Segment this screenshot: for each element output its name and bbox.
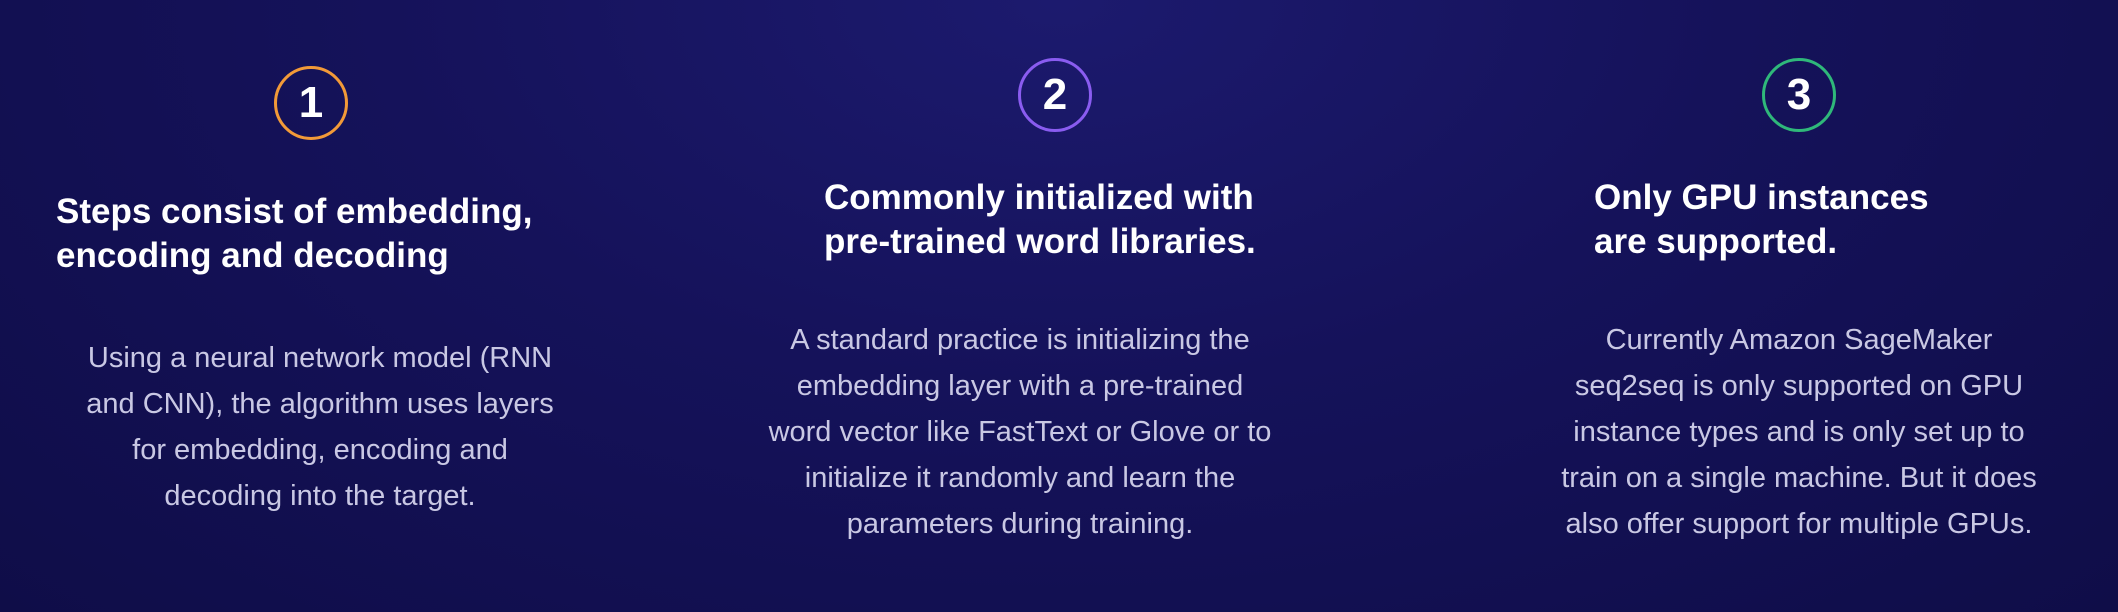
step-number-badge: 1 — [274, 66, 348, 140]
description-line: and CNN), the algorithm uses layers — [86, 388, 554, 420]
feature-column-1: 1 Steps consist of embedding, encoding a… — [0, 0, 640, 612]
heading-line: are supported. — [1594, 222, 1838, 261]
heading-line: Only GPU instances — [1594, 178, 1929, 217]
feature-heading: Only GPU instances are supported. — [1594, 176, 1929, 264]
step-number: 2 — [1042, 70, 1068, 119]
heading-line: pre-trained word libraries. — [824, 222, 1256, 261]
feature-description: Using a neural network model (RNN and CN… — [0, 335, 640, 519]
feature-column-2: 2 Commonly initialized with pre-trained … — [740, 0, 1380, 612]
description-line: word vector like FastText or Glove or to — [768, 416, 1272, 448]
step-number-badge: 3 — [1762, 58, 1836, 132]
feature-column-3: 3 Only GPU instances are supported. Curr… — [1480, 0, 2118, 612]
description-line: embedding layer with a pre-trained — [796, 370, 1244, 402]
description-line: also offer support for multiple GPUs. — [1565, 508, 2033, 540]
description-line: initialize it randomly and learn the — [804, 462, 1236, 494]
heading-line: Steps consist of embedding, — [56, 192, 533, 231]
description-line: train on a single machine. But it does — [1561, 462, 2037, 494]
description-line: instance types and is only set up to — [1573, 416, 2025, 448]
heading-line: encoding and decoding — [56, 236, 449, 275]
step-number-badge: 2 — [1018, 58, 1092, 132]
feature-heading: Commonly initialized with pre-trained wo… — [824, 176, 1256, 264]
description-line: seq2seq is only supported on GPU — [1574, 370, 2024, 402]
feature-heading: Steps consist of embedding, encoding and… — [56, 190, 532, 278]
description-line: for embedding, encoding and — [132, 434, 508, 466]
feature-description: A standard practice is initializing the … — [740, 317, 1300, 547]
description-line: A standard practice is initializing the — [790, 324, 1250, 356]
description-line: decoding into the target. — [164, 480, 476, 512]
description-line: Currently Amazon SageMaker — [1605, 324, 1993, 356]
description-line: Using a neural network model (RNN — [87, 342, 553, 374]
feature-description: Currently Amazon SageMaker seq2seq is on… — [1480, 317, 2118, 547]
heading-line: Commonly initialized with — [824, 178, 1254, 217]
description-line: parameters during training. — [846, 508, 1194, 540]
step-number: 3 — [1786, 70, 1812, 119]
step-number: 1 — [298, 78, 324, 127]
